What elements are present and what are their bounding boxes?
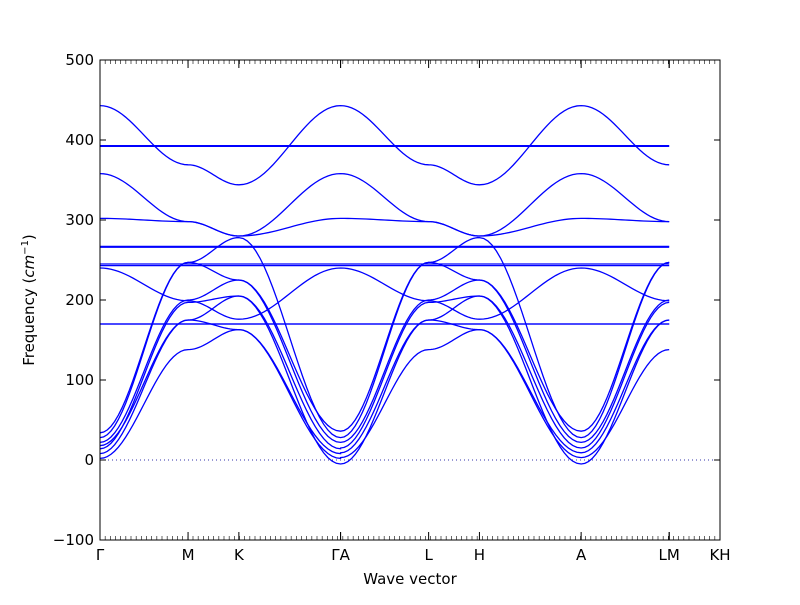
x-tick-label: H — [474, 546, 485, 564]
y-tick-label: 400 — [65, 131, 94, 149]
curves-layer — [99, 104, 670, 465]
x-tick-label: K — [234, 546, 245, 564]
y-axis-label: Frequency (cm−1) — [20, 234, 38, 366]
y-axis-label-close: ) — [20, 234, 38, 240]
y-axis-label-unit: cm — [20, 255, 38, 278]
y-tick-label: −100 — [53, 531, 94, 549]
y-tick-label: 500 — [65, 51, 94, 69]
y-tick-label: 100 — [65, 371, 94, 389]
y-tick-label: 0 — [84, 451, 94, 469]
band-line-18 — [99, 236, 670, 439]
x-tick-label: KH — [709, 546, 730, 564]
band-line-5 — [99, 261, 670, 434]
band-line-4 — [99, 279, 670, 444]
x-tick-label: Γ — [96, 546, 105, 564]
x-axis-ticks: Γ M K ΓA L H A LM KH — [96, 60, 731, 564]
x-tick-label: ΓA — [331, 546, 350, 564]
x-tick-label: LM — [659, 546, 680, 564]
y-tick-label: 300 — [65, 211, 94, 229]
band-line-9 — [99, 267, 670, 320]
y-axis-ticks: 500 400 300 200 100 0 −100 — [53, 51, 720, 549]
x-tick-label: L — [424, 546, 433, 564]
y-axis-label-text: Frequency ( — [20, 278, 38, 366]
band-line-8 — [99, 104, 670, 186]
x-axis-label: Wave vector — [363, 570, 457, 588]
band-line-19 — [99, 295, 670, 465]
band-line-1 — [99, 328, 670, 460]
x-tick-label: A — [576, 546, 587, 564]
y-tick-label: 200 — [65, 291, 94, 309]
band-line-7 — [99, 172, 670, 237]
x-tick-label: M — [182, 546, 195, 564]
y-axis-label-exponent: −1 — [20, 240, 31, 255]
band-line-2 — [99, 319, 670, 455]
